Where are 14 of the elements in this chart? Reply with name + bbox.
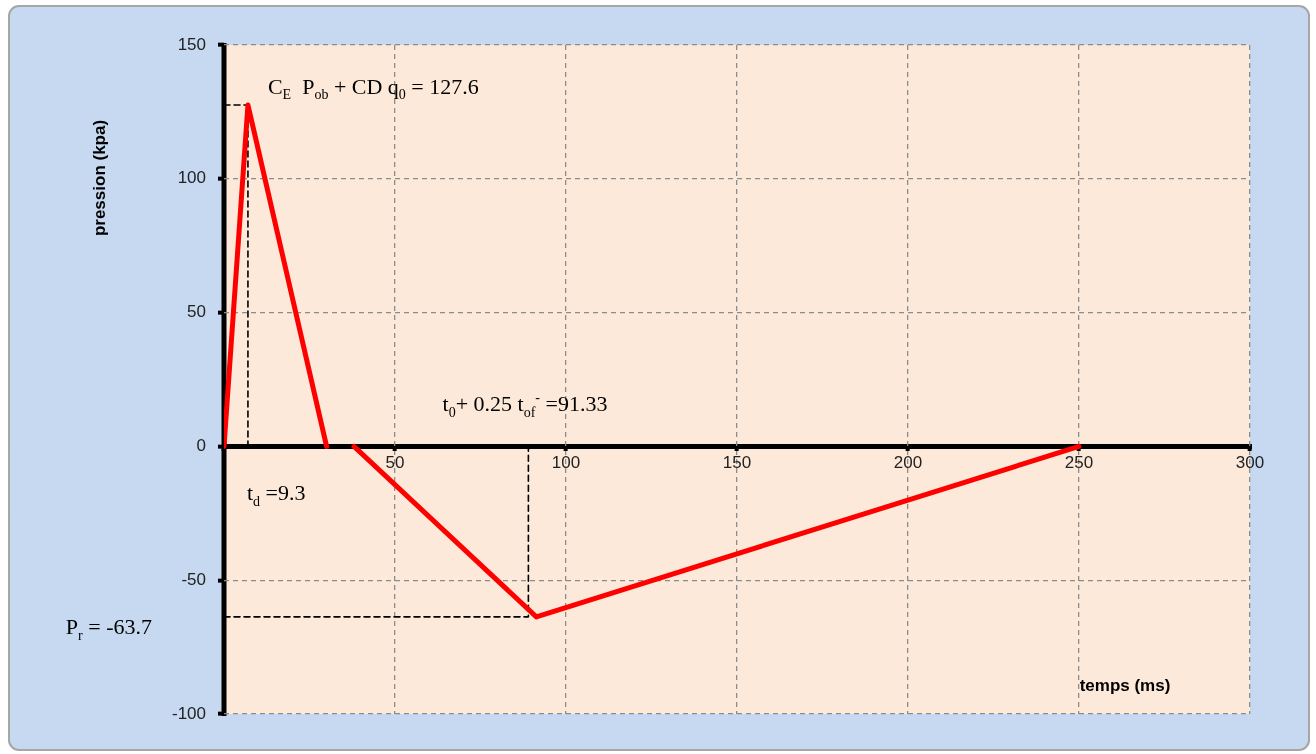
y-tick-label: 100 (177, 168, 206, 188)
y-tick-label: -50 (181, 569, 206, 589)
x-axis-title: temps (ms) (1079, 675, 1171, 695)
y-tick-label: 50 (187, 302, 206, 322)
x-tick-label: 100 (551, 453, 581, 473)
x-tick-label: 250 (1064, 453, 1094, 473)
x-tick-label: 50 (385, 453, 405, 473)
x-tick-label: 300 (1235, 453, 1265, 473)
y-tick-label: 0 (196, 436, 206, 456)
x-tick-label: 200 (893, 453, 923, 473)
x-tick-label: 150 (722, 453, 752, 473)
y-tick-label: 150 (177, 34, 206, 54)
y-tick-label: -100 (171, 703, 206, 723)
y-axis-title: pression (kpa) (89, 119, 109, 237)
